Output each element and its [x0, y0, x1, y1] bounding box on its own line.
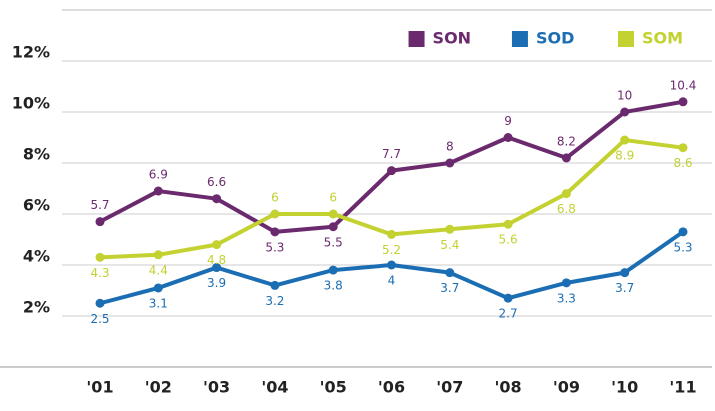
x-tick-label: '07 [436, 378, 463, 397]
legend-label: SON [433, 29, 472, 48]
data-label: 10 [617, 89, 632, 103]
x-tick-label: '06 [378, 378, 405, 397]
data-point [503, 219, 513, 229]
data-point [153, 250, 163, 260]
x-tick-label: '05 [320, 378, 347, 397]
data-label: 3.9 [207, 276, 226, 290]
data-point [678, 227, 688, 237]
data-point [95, 217, 105, 227]
data-label: 2.7 [499, 307, 518, 321]
data-label: 5.3 [265, 240, 284, 254]
legend-label: SOM [642, 29, 683, 48]
data-point [328, 222, 338, 232]
legend-swatch [618, 31, 634, 47]
y-tick-label: 12% [12, 43, 50, 62]
data-point [387, 166, 396, 176]
x-tick-label: '03 [203, 378, 230, 397]
data-label: 5.7 [90, 198, 109, 212]
data-label: 3.3 [557, 291, 576, 305]
data-point [561, 153, 571, 163]
data-point [328, 209, 338, 219]
data-label: 8 [446, 140, 454, 154]
data-point [212, 240, 222, 250]
data-point [620, 268, 630, 278]
data-point [153, 283, 163, 293]
x-tick-label: '08 [495, 378, 522, 397]
data-label: 6.6 [207, 175, 226, 189]
data-label: 3.2 [265, 294, 284, 308]
x-tick-label: '04 [261, 378, 288, 397]
data-point [212, 194, 222, 204]
data-label: 9 [504, 114, 512, 128]
data-point [270, 209, 280, 219]
data-point [503, 293, 513, 303]
data-label: 3.7 [440, 281, 459, 295]
y-tick-label: 6% [23, 196, 50, 215]
data-label: 8.6 [673, 156, 692, 170]
y-tick-label: 8% [23, 145, 50, 164]
data-point [387, 260, 396, 270]
data-label: 5.3 [673, 240, 692, 254]
legend-swatch [511, 31, 528, 47]
data-point [270, 280, 280, 290]
data-point [270, 227, 280, 237]
data-label: 2.5 [90, 312, 109, 326]
data-label: 5.6 [499, 233, 518, 247]
data-label: 4.8 [207, 253, 226, 267]
data-label: 3.8 [324, 279, 343, 293]
data-point [561, 189, 571, 199]
data-point [153, 186, 163, 196]
data-label: 5.4 [440, 238, 459, 252]
data-point [620, 135, 630, 145]
data-point [387, 229, 396, 239]
x-tick-label: '09 [553, 378, 580, 397]
data-point [678, 143, 688, 153]
data-label: 3.1 [149, 296, 168, 310]
data-label: 8.2 [557, 134, 576, 148]
x-tick-label: '10 [611, 378, 638, 397]
data-point [503, 133, 513, 142]
data-label: 7.7 [382, 147, 401, 161]
data-label: 6.9 [149, 168, 168, 182]
data-label: 4 [388, 274, 396, 288]
data-label: 4.3 [90, 266, 109, 280]
x-tick-label: '02 [145, 378, 172, 397]
data-label: 5.2 [382, 243, 401, 257]
data-label: 10.4 [670, 78, 697, 92]
y-tick-label: 2% [23, 298, 50, 317]
y-tick-label: 4% [23, 247, 50, 266]
data-point [620, 107, 630, 117]
data-label: 4.4 [149, 263, 168, 277]
data-label: 3.7 [615, 281, 634, 295]
data-point [95, 252, 105, 262]
data-point [445, 268, 455, 278]
data-point [212, 263, 222, 273]
data-point [95, 298, 105, 308]
data-point [445, 224, 455, 234]
data-label: 8.9 [615, 149, 634, 163]
data-point [561, 278, 571, 288]
data-label: 5.5 [324, 235, 343, 249]
data-label: 6 [271, 191, 279, 205]
data-label: 6.8 [557, 202, 576, 216]
data-point [445, 158, 455, 168]
data-label: 6 [329, 191, 337, 205]
x-tick-label: '01 [86, 378, 113, 397]
data-point [678, 97, 688, 107]
data-point [328, 265, 338, 275]
legend-label: SOD [536, 29, 574, 48]
legend-swatch [408, 31, 425, 47]
y-tick-label: 10% [12, 94, 50, 113]
x-tick-label: '11 [669, 378, 696, 397]
